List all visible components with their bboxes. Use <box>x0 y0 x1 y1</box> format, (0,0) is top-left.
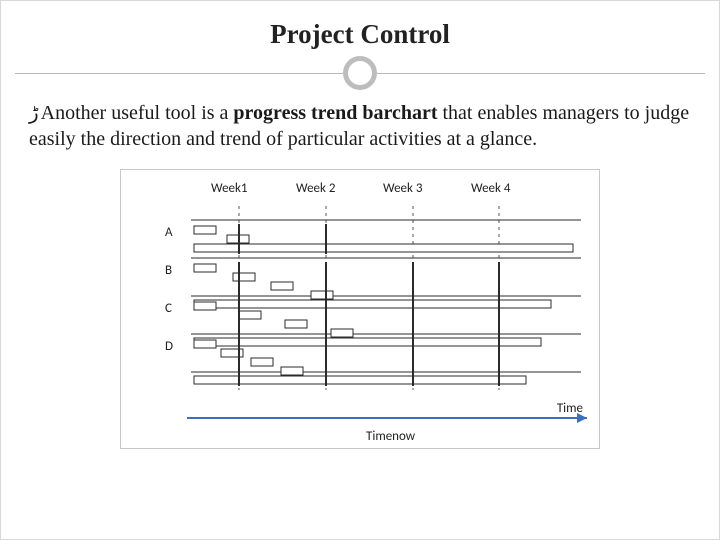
body-text-bold: progress trend barchart <box>233 102 437 124</box>
progress-bar-snapshot <box>194 264 216 272</box>
progress-bar-snapshot <box>285 320 307 328</box>
week-label: Week1 <box>211 181 248 196</box>
slide-title: Project Control <box>270 19 450 50</box>
body-text-pre: Another useful tool is a <box>41 102 234 124</box>
row-label: B <box>165 263 172 278</box>
rule-ring-icon <box>343 56 377 90</box>
progress-bar-snapshot <box>194 302 216 310</box>
progress-bar-plan <box>194 244 573 252</box>
progress-bar-snapshot <box>239 311 261 319</box>
title-rule <box>1 56 719 96</box>
progress-bar-snapshot <box>331 329 353 337</box>
progress-bar-plan <box>194 300 551 308</box>
progress-bar-snapshot <box>271 282 293 290</box>
progress-bar-plan <box>194 376 526 384</box>
progress-bar-snapshot <box>251 358 273 366</box>
axis-label: Time <box>557 401 583 416</box>
progress-bar-snapshot <box>194 340 216 348</box>
progress-bar-plan <box>194 338 541 346</box>
row-label: D <box>165 339 173 354</box>
bullet-icon: ڑ <box>29 100 39 126</box>
body-paragraph: ڑAnother useful tool is a progress trend… <box>1 96 719 153</box>
progress-bar-snapshot <box>194 226 216 234</box>
progress-bar-snapshot <box>233 273 255 281</box>
row-label: C <box>165 301 172 316</box>
axis-label-now: Timenow <box>366 429 416 444</box>
progress-trend-barchart: Week1 Week 2 Week 3 Week 4 A B C D Time Timenow <box>120 169 600 449</box>
title-area: Project Control <box>1 1 719 50</box>
row-label: A <box>165 225 173 240</box>
week-label: Week 2 <box>296 181 336 196</box>
week-label: Week 3 <box>383 181 423 196</box>
slide: Project Control ڑAnother useful tool is … <box>0 0 720 540</box>
week-label: Week 4 <box>471 181 511 196</box>
progress-bar-snapshot <box>281 367 303 375</box>
progress-bar-snapshot <box>311 291 333 299</box>
